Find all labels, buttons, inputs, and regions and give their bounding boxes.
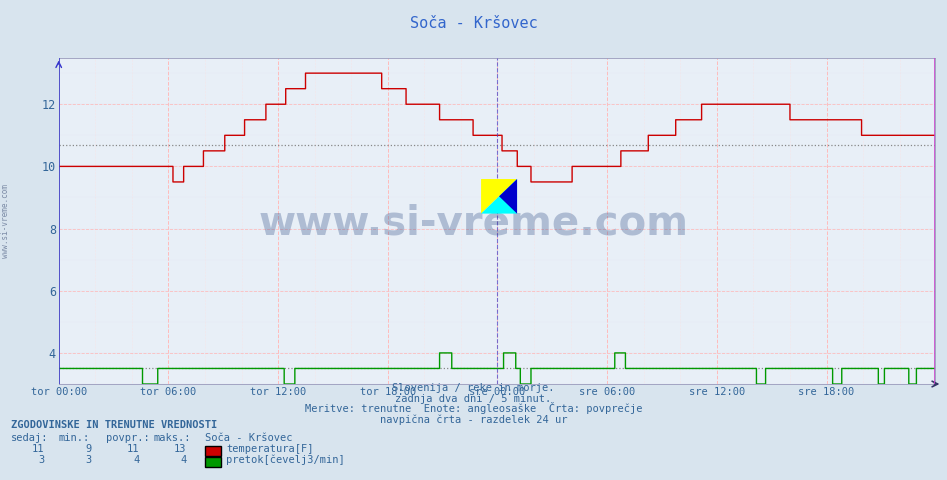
- Text: 11: 11: [32, 444, 45, 454]
- Text: www.si-vreme.com: www.si-vreme.com: [259, 203, 688, 243]
- Text: maks.:: maks.:: [153, 432, 191, 443]
- Text: min.:: min.:: [59, 432, 90, 443]
- Text: Soča - Kršovec: Soča - Kršovec: [205, 432, 293, 443]
- Text: 3: 3: [38, 455, 45, 465]
- Text: sedaj:: sedaj:: [11, 432, 49, 443]
- Text: Meritve: trenutne  Enote: angleosaške  Črta: povprečje: Meritve: trenutne Enote: angleosaške Črt…: [305, 402, 642, 414]
- Text: Soča - Kršovec: Soča - Kršovec: [410, 16, 537, 31]
- Text: 9: 9: [85, 444, 92, 454]
- Text: 4: 4: [133, 455, 139, 465]
- Text: zadnja dva dni / 5 minut.: zadnja dva dni / 5 minut.: [396, 394, 551, 404]
- Text: pretok[čevelj3/min]: pretok[čevelj3/min]: [226, 455, 345, 465]
- Text: 4: 4: [180, 455, 187, 465]
- Text: temperatura[F]: temperatura[F]: [226, 444, 313, 454]
- Text: 3: 3: [85, 455, 92, 465]
- Text: 11: 11: [127, 444, 139, 454]
- Text: ZGODOVINSKE IN TRENUTNE VREDNOSTI: ZGODOVINSKE IN TRENUTNE VREDNOSTI: [11, 420, 218, 430]
- Text: 13: 13: [174, 444, 187, 454]
- Text: Slovenija / reke in morje.: Slovenija / reke in morje.: [392, 383, 555, 393]
- Text: navpična črta - razdelek 24 ur: navpična črta - razdelek 24 ur: [380, 414, 567, 425]
- Text: www.si-vreme.com: www.si-vreme.com: [1, 184, 10, 258]
- Text: povpr.:: povpr.:: [106, 432, 150, 443]
